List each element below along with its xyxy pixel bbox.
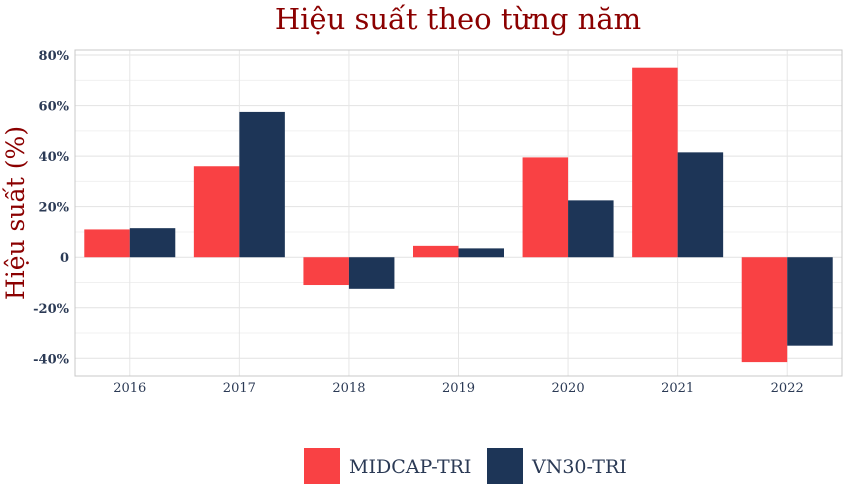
legend-label-vn30-tri: VN30-TRI <box>531 456 627 478</box>
y-tick-label: 60% <box>39 100 70 115</box>
legend-swatch-vn30-tri <box>487 448 523 484</box>
y-tick-label: 40% <box>39 150 70 165</box>
bar-midcap-tri-2019 <box>413 245 459 258</box>
y-tick-label: 80% <box>39 49 70 64</box>
chart-title: Hiệu suất theo từng năm <box>275 2 641 36</box>
x-tick-label: 2020 <box>552 381 585 396</box>
y-tick-label: 20% <box>39 201 70 216</box>
x-tick-label: 2021 <box>661 381 694 396</box>
x-tick-label: 2016 <box>113 381 146 396</box>
bar-vn30-tri-2022 <box>787 257 833 346</box>
bar-midcap-tri-2020 <box>522 157 569 258</box>
bar-vn30-tri-2016 <box>129 228 176 258</box>
bar-vn30-tri-2017 <box>239 111 285 258</box>
plot-frame <box>74 49 843 377</box>
grid-lines <box>75 50 842 376</box>
bar-vn30-tri-2021 <box>677 152 724 258</box>
y-tick-label: -40% <box>33 352 69 367</box>
y-axis-ticks: -40% -20% 0 20% 40% 60% 80% <box>33 49 69 367</box>
bars <box>84 67 833 363</box>
x-tick-label: 2022 <box>771 381 804 396</box>
bar-midcap-tri-2021 <box>632 67 678 258</box>
bar-midcap-tri-2017 <box>193 166 240 258</box>
y-tick-label: -20% <box>33 302 69 317</box>
legend-swatch-midcap-tri <box>304 448 340 484</box>
legend-label-midcap-tri: MIDCAP-TRI <box>349 456 471 478</box>
x-tick-label: 2019 <box>442 381 475 396</box>
bar-vn30-tri-2020 <box>568 200 614 258</box>
y-axis-title: Hiệu suất (%) <box>1 126 30 300</box>
bar-midcap-tri-2016 <box>84 229 130 258</box>
bar-vn30-tri-2019 <box>458 248 504 258</box>
bar-midcap-tri-2018 <box>303 257 349 286</box>
legend: MIDCAP-TRI VN30-TRI <box>304 448 627 484</box>
x-tick-label: 2017 <box>223 381 256 396</box>
x-tick-label: 2018 <box>332 381 365 396</box>
bar-vn30-tri-2018 <box>348 257 395 289</box>
x-axis-ticks: 2016 2017 2018 2019 2020 2021 2022 <box>113 381 804 396</box>
y-tick-label: 0 <box>60 251 69 266</box>
bar-midcap-tri-2022 <box>741 257 788 363</box>
